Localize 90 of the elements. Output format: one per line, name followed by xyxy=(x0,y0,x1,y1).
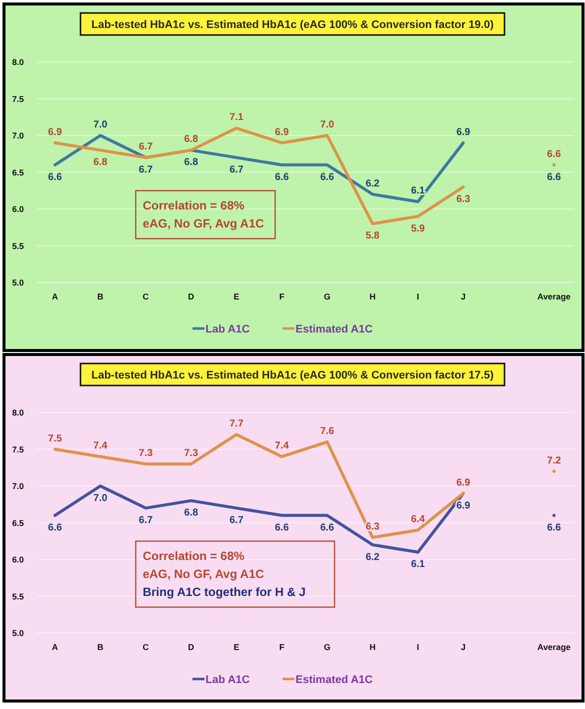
data-label: 6.8 xyxy=(93,157,108,168)
annotation: Correlation = 68% xyxy=(142,198,245,213)
data-label: 6.1 xyxy=(410,186,426,197)
data-label: 6.7 xyxy=(138,515,154,526)
data-label: 7.5 xyxy=(48,433,62,444)
x-tick-label: G xyxy=(324,642,331,652)
x-tick-label: Average xyxy=(537,292,571,302)
data-label: 7.4 xyxy=(93,440,108,452)
x-tick-label: D xyxy=(188,642,194,652)
y-tick-label: 5.0 xyxy=(12,628,24,638)
x-tick-label: C xyxy=(142,642,149,652)
data-label: 6.6 xyxy=(320,522,335,534)
data-label: 6.6 xyxy=(274,522,290,534)
data-label: 6.6 xyxy=(320,172,335,183)
x-tick-label: J xyxy=(460,642,466,652)
data-label: 6.1 xyxy=(410,559,426,570)
x-tick-label: G xyxy=(324,292,331,302)
annotation: Bring A1C together for H & J xyxy=(142,585,306,600)
x-tick-label: Average xyxy=(537,642,571,652)
data-label: 7.6 xyxy=(320,426,335,437)
data-label: 7.3 xyxy=(138,448,154,459)
x-tick-label: I xyxy=(416,292,420,302)
data-label: 6.8 xyxy=(184,134,198,146)
y-tick-label: 8.0 xyxy=(12,408,24,418)
y-tick-label: 7.5 xyxy=(12,94,24,104)
data-label: 6.7 xyxy=(230,515,244,526)
data-label: 7.4 xyxy=(274,440,290,452)
y-tick-label: 6.5 xyxy=(12,518,24,528)
data-label: 6.6 xyxy=(547,172,562,183)
y-tick-label: 6.0 xyxy=(12,554,24,564)
x-tick-label: E xyxy=(234,292,240,302)
data-label: 6.4 xyxy=(410,514,426,526)
data-label: 7.0 xyxy=(93,493,108,504)
x-tick-label: F xyxy=(279,642,284,652)
data-label: 6.7 xyxy=(230,164,244,176)
y-tick-label: 5.5 xyxy=(12,591,24,602)
y-tick-label: 7.5 xyxy=(12,444,24,454)
x-tick-label: B xyxy=(97,642,104,652)
data-label: 6.6 xyxy=(48,172,62,183)
legend-label: Lab A1C xyxy=(206,324,250,336)
data-label: 6.9 xyxy=(456,126,471,138)
x-tick-label: H xyxy=(369,642,376,652)
data-label: 6.6 xyxy=(274,172,290,183)
chart-title: Lab-tested HbA1c vs. Estimated HbA1c (eAG 100% & Conversion factor 19.0) xyxy=(91,19,494,31)
data-label: 6.9 xyxy=(274,126,290,138)
data-label: 7.3 xyxy=(184,448,198,459)
data-label: 6.6 xyxy=(547,148,562,160)
y-tick-label: 7.0 xyxy=(12,481,24,491)
data-label: 7.7 xyxy=(230,418,244,430)
x-tick-label: A xyxy=(52,642,58,652)
chart-title: Lab-tested HbA1c vs. Estimated HbA1c (eAG 100% & Conversion factor 17.5) xyxy=(91,370,494,382)
data-label: 6.7 xyxy=(138,164,154,176)
y-tick-label: 5.5 xyxy=(12,240,24,251)
annotation: eAG, No GF, Avg A1C xyxy=(142,216,264,231)
data-label: 5.8 xyxy=(366,230,380,242)
x-tick-label: B xyxy=(97,292,104,302)
data-label: 6.3 xyxy=(456,194,471,205)
data-label: 7.2 xyxy=(547,455,562,466)
data-label: 7.0 xyxy=(320,120,335,130)
data-label: 7.0 xyxy=(93,120,108,130)
y-tick-label: 8.0 xyxy=(12,57,24,67)
x-tick-label: I xyxy=(416,642,420,652)
y-tick-label: 6.5 xyxy=(12,167,24,178)
x-tick-label: H xyxy=(369,292,376,302)
data-label: 6.2 xyxy=(366,552,380,563)
data-label: 7.1 xyxy=(230,112,244,124)
data-label: 6.2 xyxy=(366,178,380,190)
data-label: 5.9 xyxy=(410,223,426,234)
data-label: 6.9 xyxy=(456,500,471,512)
y-tick-label: 7.0 xyxy=(12,130,24,140)
data-label: 6.8 xyxy=(184,157,198,168)
x-tick-label: J xyxy=(460,292,466,302)
x-tick-label: E xyxy=(234,642,240,652)
data-label: 6.8 xyxy=(184,508,198,519)
x-tick-label: C xyxy=(142,292,149,302)
data-label: 6.7 xyxy=(138,142,154,153)
annotation: eAG, No GF, Avg A1C xyxy=(142,567,264,582)
legend-label: Lab A1C xyxy=(206,674,250,686)
annotation: Correlation = 68% xyxy=(142,549,245,564)
y-tick-label: 5.0 xyxy=(12,278,24,288)
legend-label: Estimated A1C xyxy=(296,674,373,686)
x-tick-label: F xyxy=(279,292,284,302)
data-label: 6.9 xyxy=(456,477,471,488)
y-tick-label: 6.0 xyxy=(12,204,24,214)
data-label: 6.6 xyxy=(48,522,62,534)
x-tick-label: A xyxy=(52,292,58,302)
legend-label: Estimated A1C xyxy=(296,324,373,336)
x-tick-label: D xyxy=(188,292,194,302)
data-label: 6.9 xyxy=(48,126,62,138)
data-label: 6.6 xyxy=(547,522,562,534)
